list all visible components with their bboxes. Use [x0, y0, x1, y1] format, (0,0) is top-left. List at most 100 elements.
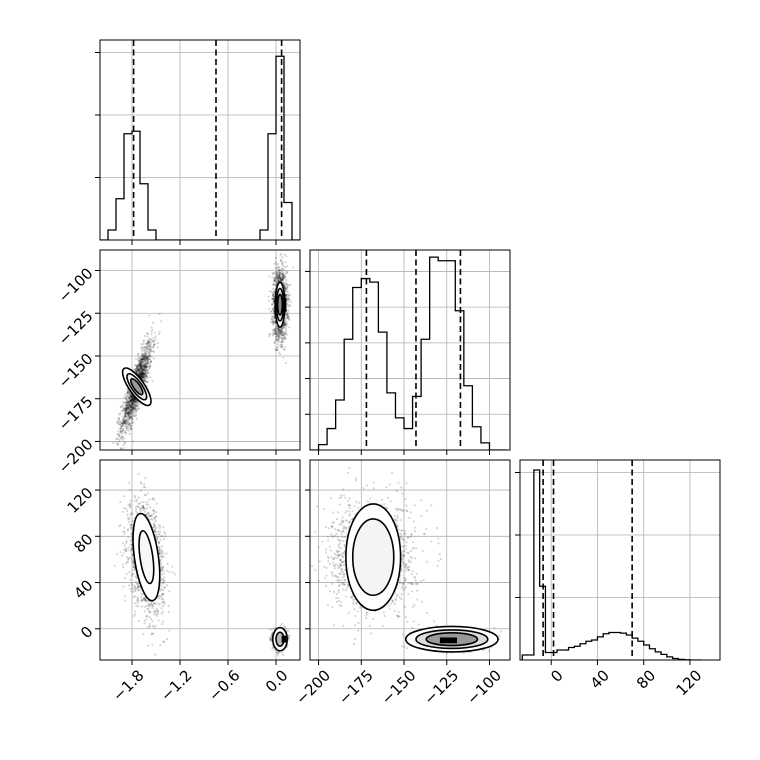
- scatter-point: [135, 366, 138, 369]
- scatter-point: [125, 416, 128, 419]
- scatter-point: [147, 608, 150, 611]
- scatter-point: [280, 329, 283, 332]
- scatter-point: [133, 411, 136, 414]
- scatter-point: [288, 298, 291, 300]
- scatter-point: [268, 307, 271, 310]
- scatter-point: [122, 530, 124, 533]
- scatter-point: [142, 374, 145, 377]
- scatter-point: [138, 367, 141, 370]
- scatter-point: [140, 359, 143, 361]
- scatter-point: [143, 368, 146, 371]
- scatter-point: [124, 577, 126, 579]
- scatter-point: [155, 612, 158, 615]
- scatter-point: [283, 331, 285, 334]
- scatter-point: [143, 363, 146, 366]
- scatter-point: [122, 423, 125, 426]
- scatter-point: [143, 355, 146, 357]
- scatter-point: [158, 542, 160, 545]
- scatter-point: [129, 406, 132, 409]
- scatter-point: [158, 526, 161, 529]
- scatter-point: [163, 586, 166, 589]
- scatter-point: [282, 268, 285, 271]
- scatter-point: [133, 589, 136, 591]
- scatter-point: [129, 413, 132, 416]
- scatter-point: [129, 523, 132, 526]
- scatter-point: [132, 398, 134, 401]
- scatter-point: [273, 262, 276, 265]
- scatter-point: [130, 400, 133, 403]
- scatter-point: [279, 331, 282, 334]
- scatter-point: [281, 279, 284, 281]
- scatter-point: [123, 415, 126, 417]
- scatter-point: [152, 346, 155, 349]
- scatter-point: [143, 365, 146, 367]
- scatter-point: [156, 596, 159, 599]
- scatter-point: [159, 551, 162, 554]
- scatter-point: [159, 548, 161, 551]
- scatter-point: [141, 354, 144, 357]
- scatter-point: [141, 369, 144, 372]
- scatter-point: [271, 292, 274, 295]
- scatter-point: [122, 425, 124, 427]
- scatter-point: [142, 373, 145, 376]
- scatter-point: [283, 321, 286, 324]
- scatter-point: [127, 557, 130, 560]
- scatter-point: [146, 513, 149, 516]
- scatter-point: [131, 584, 134, 587]
- scatter-point: [281, 344, 284, 347]
- scatter-point: [146, 370, 149, 372]
- scatter-point: [141, 352, 144, 355]
- scatter-point: [142, 633, 145, 636]
- scatter-point: [141, 372, 144, 375]
- scatter-point: [144, 379, 146, 382]
- scatter-point: [129, 394, 132, 397]
- scatter-point: [276, 331, 279, 333]
- scatter-point: [135, 410, 138, 413]
- scatter-point: [141, 360, 143, 363]
- scatter-point: [129, 504, 132, 507]
- scatter-point: [275, 321, 278, 324]
- scatter-point: [118, 525, 121, 528]
- scatter-point: [142, 373, 144, 376]
- scatter-point: [129, 407, 132, 410]
- scatter-point: [276, 325, 279, 327]
- scatter-point: [130, 412, 133, 415]
- scatter-point: [143, 373, 145, 376]
- scatter-point: [279, 279, 282, 282]
- scatter-point: [141, 350, 144, 352]
- scatter-point: [125, 411, 128, 414]
- scatter-point: [130, 398, 133, 400]
- scatter-point: [138, 361, 141, 364]
- scatter-point: [140, 366, 143, 369]
- scatter-point: [282, 264, 285, 267]
- scatter-point: [141, 368, 144, 371]
- scatter-point: [125, 408, 128, 411]
- scatter-point: [285, 321, 288, 324]
- scatter-point: [274, 330, 276, 333]
- scatter-point: [146, 348, 149, 351]
- scatter-point: [276, 334, 278, 337]
- scatter-point: [120, 436, 123, 439]
- scatter-point: [273, 329, 276, 332]
- scatter-point: [151, 625, 154, 627]
- histogram-1: [310, 256, 507, 450]
- scatter-point: [125, 405, 128, 407]
- scatter-point: [274, 317, 276, 319]
- scatter-point: [148, 610, 151, 613]
- scatter-point: [131, 418, 134, 421]
- scatter-point: [126, 392, 129, 395]
- scatter-point: [132, 402, 134, 405]
- scatter-point: [126, 408, 129, 410]
- scatter-point: [143, 599, 146, 602]
- scatter-point: [281, 282, 284, 285]
- scatter-point: [147, 362, 150, 365]
- scatter-point: [140, 358, 142, 361]
- scatter-point: [116, 443, 119, 446]
- scatter-point: [143, 346, 146, 348]
- scatter-point: [277, 326, 279, 329]
- scatter-point: [162, 552, 165, 555]
- scatter-point: [124, 410, 127, 413]
- scatter-point: [126, 510, 129, 513]
- scatter-point: [134, 368, 137, 371]
- scatter-point: [141, 370, 144, 373]
